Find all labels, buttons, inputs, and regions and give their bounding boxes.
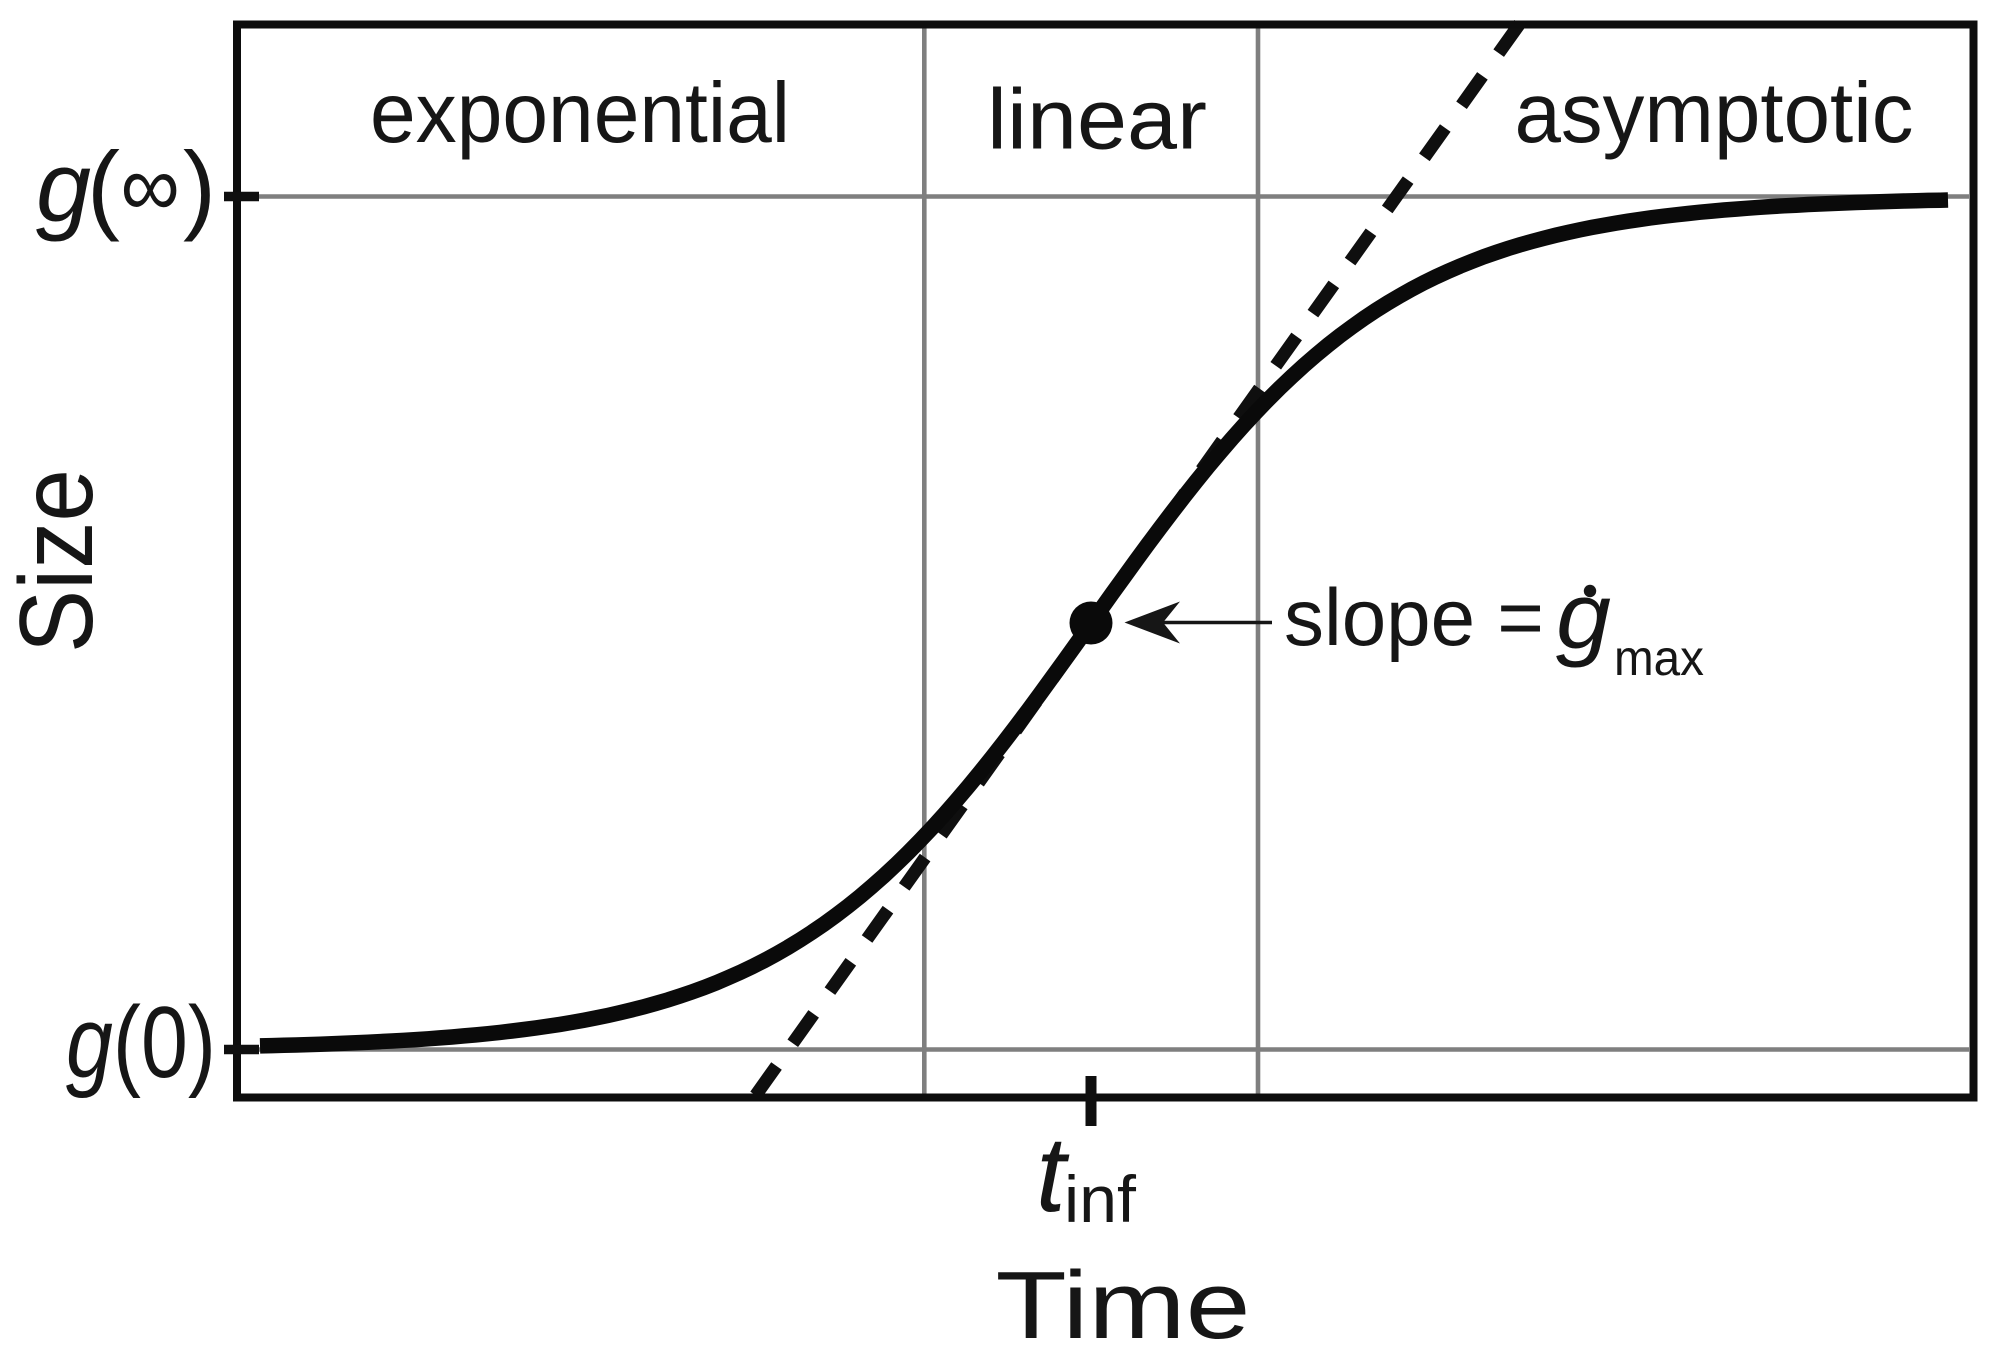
svg-text:linear: linear bbox=[987, 73, 1207, 168]
svg-text:g: g bbox=[1556, 563, 1611, 668]
svg-text:slope =: slope = bbox=[1284, 573, 1544, 663]
svg-text:Size: Size bbox=[0, 469, 115, 653]
svg-text:t: t bbox=[1036, 1114, 1070, 1234]
svg-text:): ) bbox=[183, 131, 216, 242]
svg-text:Time: Time bbox=[996, 1252, 1251, 1359]
svg-text:g: g bbox=[36, 131, 91, 242]
svg-text:exponential: exponential bbox=[370, 66, 790, 161]
svg-text:g(0): g(0) bbox=[66, 987, 216, 1099]
svg-text:(: ( bbox=[87, 131, 120, 242]
svg-text:asymptotic: asymptotic bbox=[1515, 66, 1914, 161]
svg-text:inf: inf bbox=[1064, 1162, 1137, 1236]
svg-text:max: max bbox=[1614, 630, 1704, 686]
svg-text:∞: ∞ bbox=[121, 136, 181, 235]
